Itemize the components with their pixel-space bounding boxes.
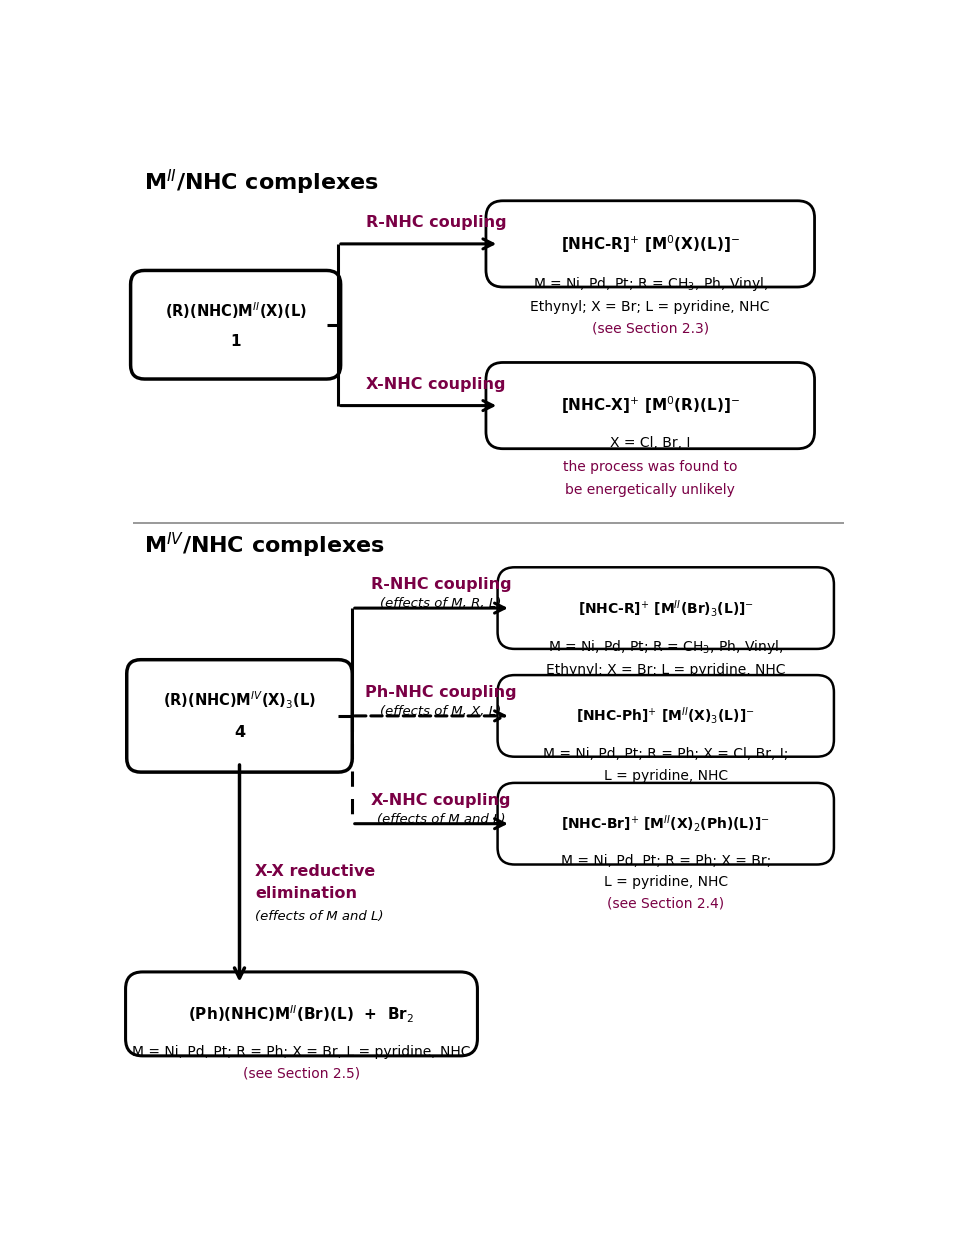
Text: (see Section 2.4): (see Section 2.4): [607, 896, 724, 911]
Text: (effects of M, R, L): (effects of M, R, L): [380, 597, 501, 610]
Text: M$^{IV}$/NHC complexes: M$^{IV}$/NHC complexes: [144, 531, 385, 560]
Text: 1: 1: [230, 334, 241, 349]
FancyBboxPatch shape: [486, 201, 815, 288]
Text: M = Ni, Pd, Pt; R = Ph; X = Br;: M = Ni, Pd, Pt; R = Ph; X = Br;: [561, 854, 771, 868]
Text: M$^{II}$/NHC complexes: M$^{II}$/NHC complexes: [144, 168, 379, 197]
Text: (R)(NHC)M$^{IV}$(X)$_3$(L): (R)(NHC)M$^{IV}$(X)$_3$(L): [163, 690, 316, 711]
FancyBboxPatch shape: [498, 782, 834, 864]
Text: 4: 4: [234, 726, 245, 740]
Text: [NHC-Br]$^{+}$ [M$^{II}$(X)$_2$(Ph)(L)]$^{-}$: [NHC-Br]$^{+}$ [M$^{II}$(X)$_2$(Ph)(L)]$…: [562, 813, 770, 834]
Text: X-NHC coupling: X-NHC coupling: [371, 793, 511, 808]
Text: (see Section 2.3): (see Section 2.3): [607, 685, 724, 698]
Text: M = Ni, Pd, Pt; R = CH$_3$, Ph, Vinyl,: M = Ni, Pd, Pt; R = CH$_3$, Ph, Vinyl,: [548, 638, 783, 656]
Text: [NHC-R]$^{+}$ [M$^{0}$(X)(L)]$^{-}$: [NHC-R]$^{+}$ [M$^{0}$(X)(L)]$^{-}$: [561, 234, 740, 255]
Text: (R)(NHC)M$^{II}$(X)(L): (R)(NHC)M$^{II}$(X)(L): [164, 300, 307, 322]
Text: (see Section 2.3): (see Section 2.3): [607, 790, 724, 804]
Text: (see Section 2.5): (see Section 2.5): [243, 1066, 360, 1081]
Text: L = pyridine, NHC: L = pyridine, NHC: [604, 875, 728, 889]
Text: (effects of M and L): (effects of M and L): [255, 909, 384, 923]
FancyBboxPatch shape: [486, 363, 815, 448]
FancyBboxPatch shape: [125, 972, 478, 1056]
FancyBboxPatch shape: [498, 568, 834, 649]
Text: (Ph)(NHC)M$^{II}$(Br)(L)  +  Br$_2$: (Ph)(NHC)M$^{II}$(Br)(L) + Br$_2$: [188, 1004, 414, 1025]
Text: the process was found to: the process was found to: [563, 460, 737, 475]
Text: Ethynyl; X = Br; L = pyridine, NHC: Ethynyl; X = Br; L = pyridine, NHC: [546, 663, 786, 677]
Text: (effects of M and L): (effects of M and L): [377, 813, 505, 825]
Text: M = Ni, Pd, Pt; R = Ph; X = Br, L = pyridine, NHC: M = Ni, Pd, Pt; R = Ph; X = Br, L = pyri…: [132, 1045, 471, 1059]
FancyBboxPatch shape: [498, 674, 834, 756]
Text: [NHC-X]$^{+}$ [M$^{0}$(R)(L)]$^{-}$: [NHC-X]$^{+}$ [M$^{0}$(R)(L)]$^{-}$: [561, 394, 740, 417]
Text: X = Cl, Br, I: X = Cl, Br, I: [610, 436, 690, 450]
Text: (see Section 2.3): (see Section 2.3): [592, 322, 709, 335]
Text: R-NHC coupling: R-NHC coupling: [371, 578, 511, 593]
Text: [NHC-Ph]$^{+}$ [M$^{II}$(X)$_3$(L)]$^{-}$: [NHC-Ph]$^{+}$ [M$^{II}$(X)$_3$(L)]$^{-}…: [577, 706, 755, 726]
Text: M = Ni, Pd, Pt; R = Ph; X = Cl, Br, I;: M = Ni, Pd, Pt; R = Ph; X = Cl, Br, I;: [543, 747, 789, 761]
Text: R-NHC coupling: R-NHC coupling: [366, 215, 506, 230]
Text: [NHC-R]$^{+}$ [M$^{II}$(Br)$_3$(L)]$^{-}$: [NHC-R]$^{+}$ [M$^{II}$(Br)$_3$(L)]$^{-}…: [578, 598, 753, 619]
Text: X-X reductive: X-X reductive: [255, 864, 375, 879]
Text: M = Ni, Pd, Pt; R = CH$_3$, Ph, Vinyl,: M = Ni, Pd, Pt; R = CH$_3$, Ph, Vinyl,: [533, 275, 768, 293]
Text: (effects of M, X, L): (effects of M, X, L): [380, 705, 501, 717]
Text: Ph-NHC coupling: Ph-NHC coupling: [365, 686, 517, 701]
Text: elimination: elimination: [255, 885, 357, 901]
Text: be energetically unlikely: be energetically unlikely: [565, 484, 735, 497]
Text: X-NHC coupling: X-NHC coupling: [366, 377, 506, 392]
Text: Ethynyl; X = Br; L = pyridine, NHC: Ethynyl; X = Br; L = pyridine, NHC: [530, 300, 770, 314]
Text: L = pyridine, NHC: L = pyridine, NHC: [604, 769, 728, 782]
FancyBboxPatch shape: [127, 659, 352, 772]
FancyBboxPatch shape: [131, 270, 341, 379]
